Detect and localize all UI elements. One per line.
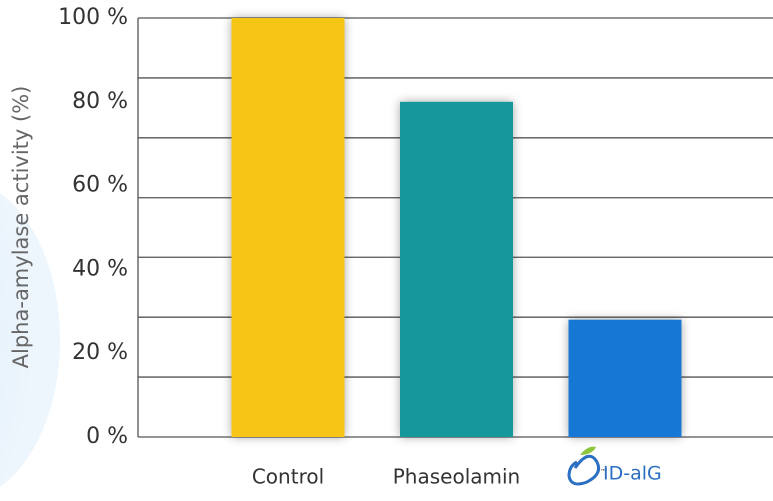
logo-leaf bbox=[580, 446, 596, 455]
y-tick-label: 20 % bbox=[72, 340, 128, 365]
x-tick-label: ID-alG bbox=[603, 463, 662, 485]
y-tick-label: 60 % bbox=[72, 173, 128, 198]
bar bbox=[568, 319, 682, 437]
bar bbox=[231, 18, 345, 437]
y-axis-label: Alpha-amylase activity (%) bbox=[9, 86, 33, 369]
logo-icon bbox=[567, 454, 601, 486]
trademark: ™ bbox=[600, 468, 607, 476]
y-tick-label: 100 % bbox=[58, 5, 128, 30]
bar bbox=[400, 101, 513, 438]
x-tick-label: Phaseolamin bbox=[393, 465, 520, 489]
y-tick-label: 40 % bbox=[72, 256, 128, 281]
background-shape bbox=[0, 193, 60, 487]
x-tick-label: Control bbox=[252, 465, 324, 489]
y-tick-label: 0 % bbox=[86, 424, 128, 449]
y-tick-label: 80 % bbox=[72, 89, 128, 114]
